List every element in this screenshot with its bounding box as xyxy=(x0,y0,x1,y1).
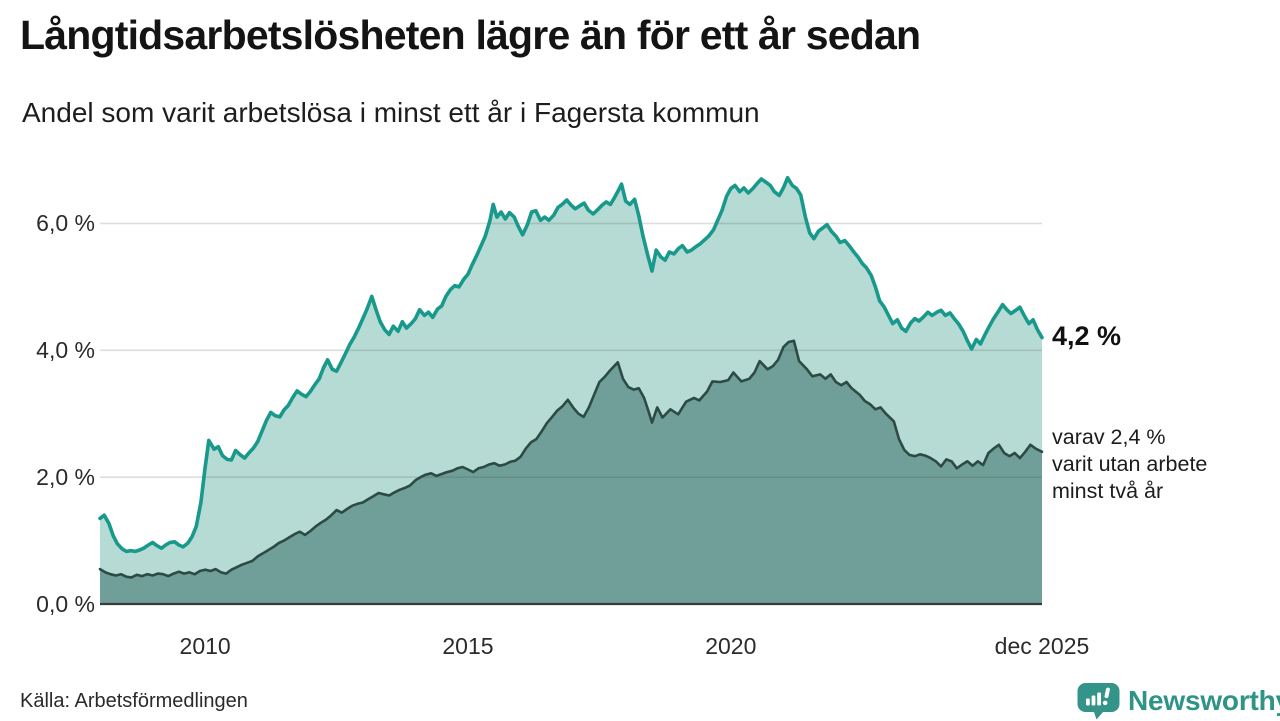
source-credit: Källa: Arbetsförmedlingen xyxy=(20,690,248,712)
annotation-line-2: varit utan arbete xyxy=(1052,452,1208,476)
newsworthy-bubble-icon xyxy=(1077,683,1120,720)
annotation-line-3: minst två år xyxy=(1052,479,1164,503)
y-tick-label: 2,0 % xyxy=(36,464,95,491)
y-tick-label: 0,0 % xyxy=(36,591,95,617)
x-tick-label: 2015 xyxy=(442,633,494,659)
secondary-annotation: varav 2,4 % varit utan arbete minst två … xyxy=(1052,424,1207,505)
x-tick-label: 2010 xyxy=(179,633,231,659)
x-tick-label: dec 2025 xyxy=(994,633,1090,659)
y-tick-label: 6,0 % xyxy=(36,210,95,237)
annotation-line-1: varav 2,4 % xyxy=(1052,425,1166,449)
newsworthy-logo: Newsworthy xyxy=(1076,681,1280,721)
series-2yr-line xyxy=(98,339,1044,579)
series-2yr-area xyxy=(100,340,1042,604)
x-tick-label: 2020 xyxy=(705,633,757,659)
series-1yr-line xyxy=(98,176,1044,554)
y-tick-label: 4,0 % xyxy=(36,337,95,364)
bar-chart-glyph xyxy=(1086,687,1110,706)
page-title: Långtidsarbetslösheten lägre än för ett … xyxy=(20,12,921,58)
gridlines xyxy=(100,222,1042,478)
end-value-label: 4,2 % xyxy=(1052,321,1122,351)
newsworthy-wordmark: Newsworthy xyxy=(1128,685,1280,716)
page-subtitle: Andel som varit arbetslösa i minst ett å… xyxy=(22,97,760,128)
